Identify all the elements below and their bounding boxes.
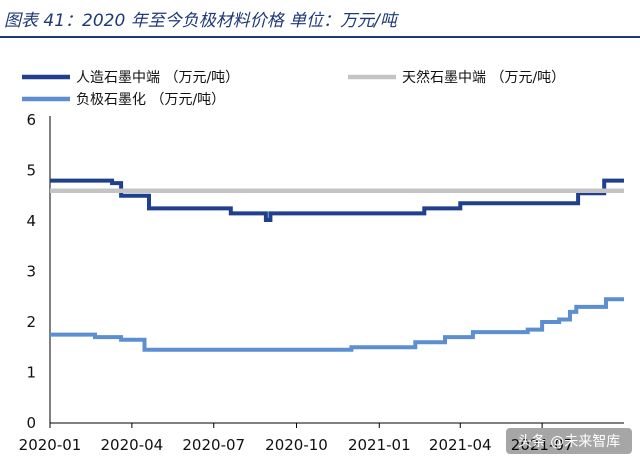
x-tick-label: 2020-04: [101, 436, 164, 454]
legend-label-2: 天然石墨中端 （万元/吨）: [402, 69, 565, 86]
y-tick-label: 6: [26, 111, 36, 129]
figure-title: 图表 41：2020 年至今负极材料价格 单位：万元/吨: [4, 11, 397, 31]
y-axis: 0 1 2 3 4 5 6: [26, 111, 36, 432]
series-line-3: [50, 297, 624, 352]
x-tick-label: 2020-10: [265, 436, 328, 454]
x-tick-label: 2020-01: [19, 436, 82, 454]
y-tick-label: 1: [26, 364, 36, 382]
y-tick-label: 5: [26, 162, 36, 180]
x-tick-label: 2021-01: [348, 436, 411, 454]
watermark-bg: [506, 428, 632, 454]
legend-label-3: 负极石墨化 （万元/吨）: [76, 92, 225, 108]
watermark: 头条 @未来智库: [506, 428, 632, 454]
y-tick-label: 3: [26, 263, 36, 281]
x-tick-label: 2021-07: [511, 436, 574, 454]
series-line-1: [50, 178, 624, 222]
x-axis: 2020-01 2020-04 2020-07 2020-10 2021-01 2021-…: [19, 423, 574, 454]
y-tick-label: 4: [26, 212, 36, 230]
y-tick-label: 0: [26, 414, 36, 432]
y-tick-label: 2: [26, 313, 36, 331]
plot-area: [49, 116, 624, 424]
x-tick-label: 2021-04: [429, 436, 492, 454]
legend: 人造石墨中端 （万元/吨） 天然石墨中端 （万元/吨） 负极石墨化 （万元/吨）: [22, 69, 565, 108]
legend-label-1: 人造石墨中端 （万元/吨）: [76, 70, 239, 86]
x-tick-label: 2020-07: [182, 436, 245, 454]
title-rule: [0, 36, 640, 38]
watermark-text: 头条 @未来智库: [518, 433, 620, 450]
